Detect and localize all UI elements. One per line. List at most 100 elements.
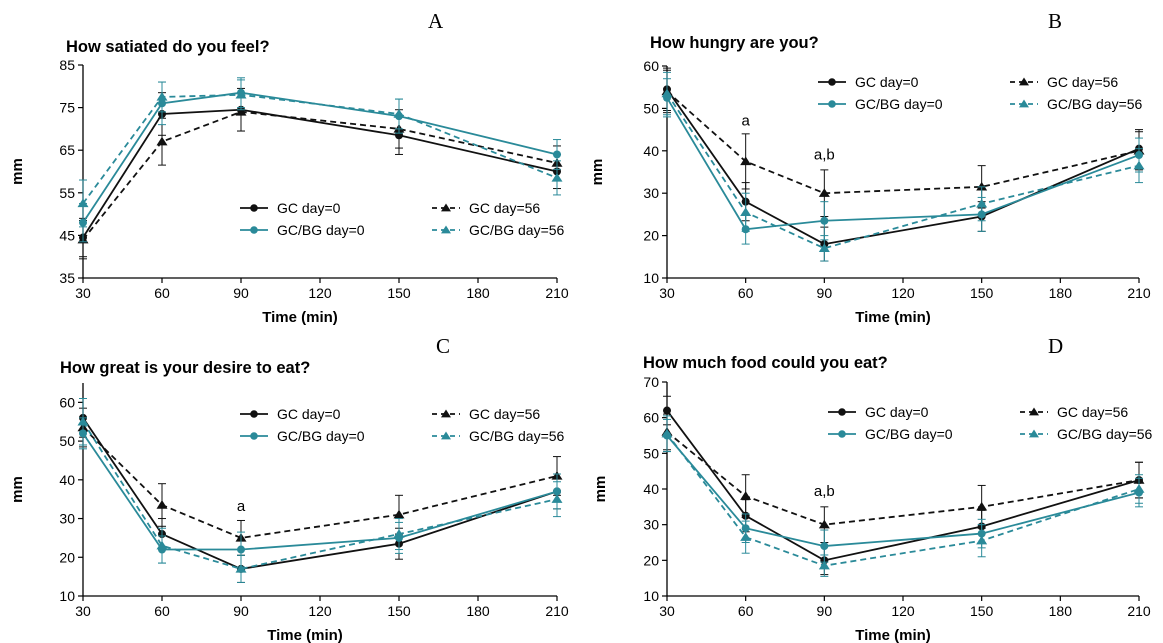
x-tick-label-d: 120 bbox=[891, 603, 915, 619]
annotation-d: a,b bbox=[814, 483, 835, 500]
panel-letter-a: A bbox=[428, 9, 444, 33]
x-tick-label-c: 180 bbox=[466, 603, 490, 619]
data-point-b bbox=[976, 198, 988, 208]
y-tick-label-d: 10 bbox=[643, 588, 659, 604]
y-tick-label-b: 40 bbox=[643, 143, 659, 159]
data-point-d bbox=[820, 542, 829, 551]
legend-label-a-2: GC/BG day=0 bbox=[277, 222, 365, 238]
x-tick-label-a: 30 bbox=[75, 285, 91, 301]
chart-panel-a: A How satiated do you feel? 35 45 55 65 75 85 30… bbox=[9, 9, 569, 326]
y-tick-label-c: 60 bbox=[59, 394, 75, 410]
series-d-0 bbox=[663, 395, 1143, 576]
data-point-b bbox=[740, 156, 752, 166]
series-line-a-0 bbox=[82, 108, 558, 239]
legend-d: GC day=0 GC day=56 GC/BG day=0 GC/BG day=56 bbox=[828, 404, 1153, 442]
data-point-c bbox=[156, 540, 168, 550]
legend-marker-b-0 bbox=[828, 78, 836, 86]
x-tick-label-d: 210 bbox=[1127, 603, 1151, 619]
chart-title-b: How hungry are you? bbox=[650, 34, 819, 52]
series-a-2 bbox=[79, 77, 561, 243]
x-tick-label-a: 180 bbox=[466, 285, 490, 301]
data-point-d bbox=[818, 560, 830, 570]
legend-label-b-0: GC day=0 bbox=[855, 74, 919, 90]
y-tick-label-a: 45 bbox=[59, 227, 75, 243]
data-point-a bbox=[235, 89, 247, 99]
x-axis-label-c: Time (min) bbox=[267, 627, 343, 643]
legend-a: GC day=0 GC day=56 GC/BG day=0 GC/BG day=56 bbox=[240, 200, 565, 238]
y-tick-label-d: 20 bbox=[643, 552, 659, 568]
legend-marker-d-1 bbox=[1029, 407, 1039, 416]
legend-marker-b-2 bbox=[828, 100, 836, 108]
data-point-d bbox=[661, 428, 673, 438]
legend-label-c-3: GC/BG day=56 bbox=[469, 428, 565, 444]
x-tick-label-d: 30 bbox=[659, 603, 675, 619]
legend-label-c-1: GC day=56 bbox=[469, 406, 540, 422]
data-point-c bbox=[393, 529, 405, 538]
legend-marker-a-2 bbox=[250, 226, 258, 234]
y-tick-label-a: 85 bbox=[59, 57, 75, 73]
y-tick-label-c: 40 bbox=[59, 472, 75, 488]
legend-marker-b-3 bbox=[1019, 99, 1029, 108]
legend-label-d-2: GC/BG day=0 bbox=[865, 426, 953, 442]
x-tick-label-c: 90 bbox=[233, 603, 249, 619]
series-d-3 bbox=[661, 415, 1145, 577]
chart-title-a: How satiated do you feel? bbox=[66, 38, 270, 56]
data-point-b bbox=[820, 216, 829, 225]
x-axis-label-a: Time (min) bbox=[262, 309, 338, 326]
x-axis-label-b: Time (min) bbox=[855, 309, 931, 326]
chart-panel-c: C How great is your desire to eat? 10 20 30 4… bbox=[9, 334, 569, 643]
legend-marker-d-0 bbox=[838, 408, 846, 416]
x-tick-label-a: 210 bbox=[545, 285, 569, 301]
x-tick-label-c: 60 bbox=[154, 603, 170, 619]
legend-marker-a-3 bbox=[441, 225, 451, 234]
x-tick-label-d: 60 bbox=[738, 603, 754, 619]
data-point-b bbox=[818, 243, 830, 253]
data-point-d bbox=[740, 491, 752, 500]
data-point-a bbox=[551, 172, 563, 182]
x-tick-label-b: 180 bbox=[1049, 285, 1073, 301]
data-point-a bbox=[393, 109, 405, 118]
data-point-a bbox=[553, 150, 561, 159]
data-point-a bbox=[77, 198, 89, 208]
data-point-b bbox=[1133, 160, 1145, 170]
x-tick-label-a: 60 bbox=[154, 285, 170, 301]
data-point-b bbox=[740, 207, 752, 216]
y-tick-label-a: 55 bbox=[59, 185, 75, 201]
y-tick-label-d: 50 bbox=[643, 445, 659, 461]
x-tick-label-c: 30 bbox=[75, 603, 91, 619]
legend-marker-d-2 bbox=[838, 430, 846, 438]
data-point-a bbox=[156, 92, 168, 101]
y-tick-label-b: 10 bbox=[643, 270, 659, 286]
series-b-3 bbox=[661, 71, 1145, 262]
panel-letter-b: B bbox=[1048, 9, 1062, 33]
y-tick-label-c: 20 bbox=[59, 549, 75, 565]
legend-marker-a-0 bbox=[250, 204, 258, 212]
series-c-0 bbox=[79, 397, 561, 583]
series-line-c-1 bbox=[82, 426, 558, 539]
series-line-a-1 bbox=[82, 110, 558, 241]
data-point-c bbox=[551, 494, 563, 503]
y-axis-label-c: mm bbox=[9, 476, 26, 503]
y-tick-label-d: 40 bbox=[643, 481, 659, 497]
data-point-b bbox=[818, 188, 830, 197]
x-tick-label-a: 150 bbox=[387, 285, 411, 301]
x-axis-label-d: Time (min) bbox=[855, 627, 931, 643]
chart-panel-b: B How hungry are you? 10 20 30 40 50 60 30 60 90 12… bbox=[589, 9, 1151, 326]
y-tick-label-d: 70 bbox=[643, 374, 659, 390]
x-tick-label-b: 90 bbox=[817, 285, 833, 301]
legend-c: GC day=0 GC day=56 GC/BG day=0 GC/BG day=56 bbox=[240, 406, 565, 444]
legend-marker-a-1 bbox=[441, 203, 451, 212]
series-line-c-3 bbox=[82, 421, 558, 570]
data-point-b bbox=[976, 181, 988, 191]
y-tick-label-a: 65 bbox=[59, 142, 75, 158]
x-tick-label-d: 90 bbox=[817, 603, 833, 619]
y-tick-label-b: 20 bbox=[643, 228, 659, 244]
series-line-b-2 bbox=[666, 97, 1140, 231]
legend-marker-c-2 bbox=[250, 432, 258, 440]
x-tick-label-d: 150 bbox=[970, 603, 994, 619]
x-tick-label-b: 120 bbox=[891, 285, 915, 301]
annotation-b: a,b bbox=[814, 146, 835, 163]
panel-letter-d: D bbox=[1048, 334, 1063, 358]
x-tick-label-c: 210 bbox=[545, 603, 569, 619]
